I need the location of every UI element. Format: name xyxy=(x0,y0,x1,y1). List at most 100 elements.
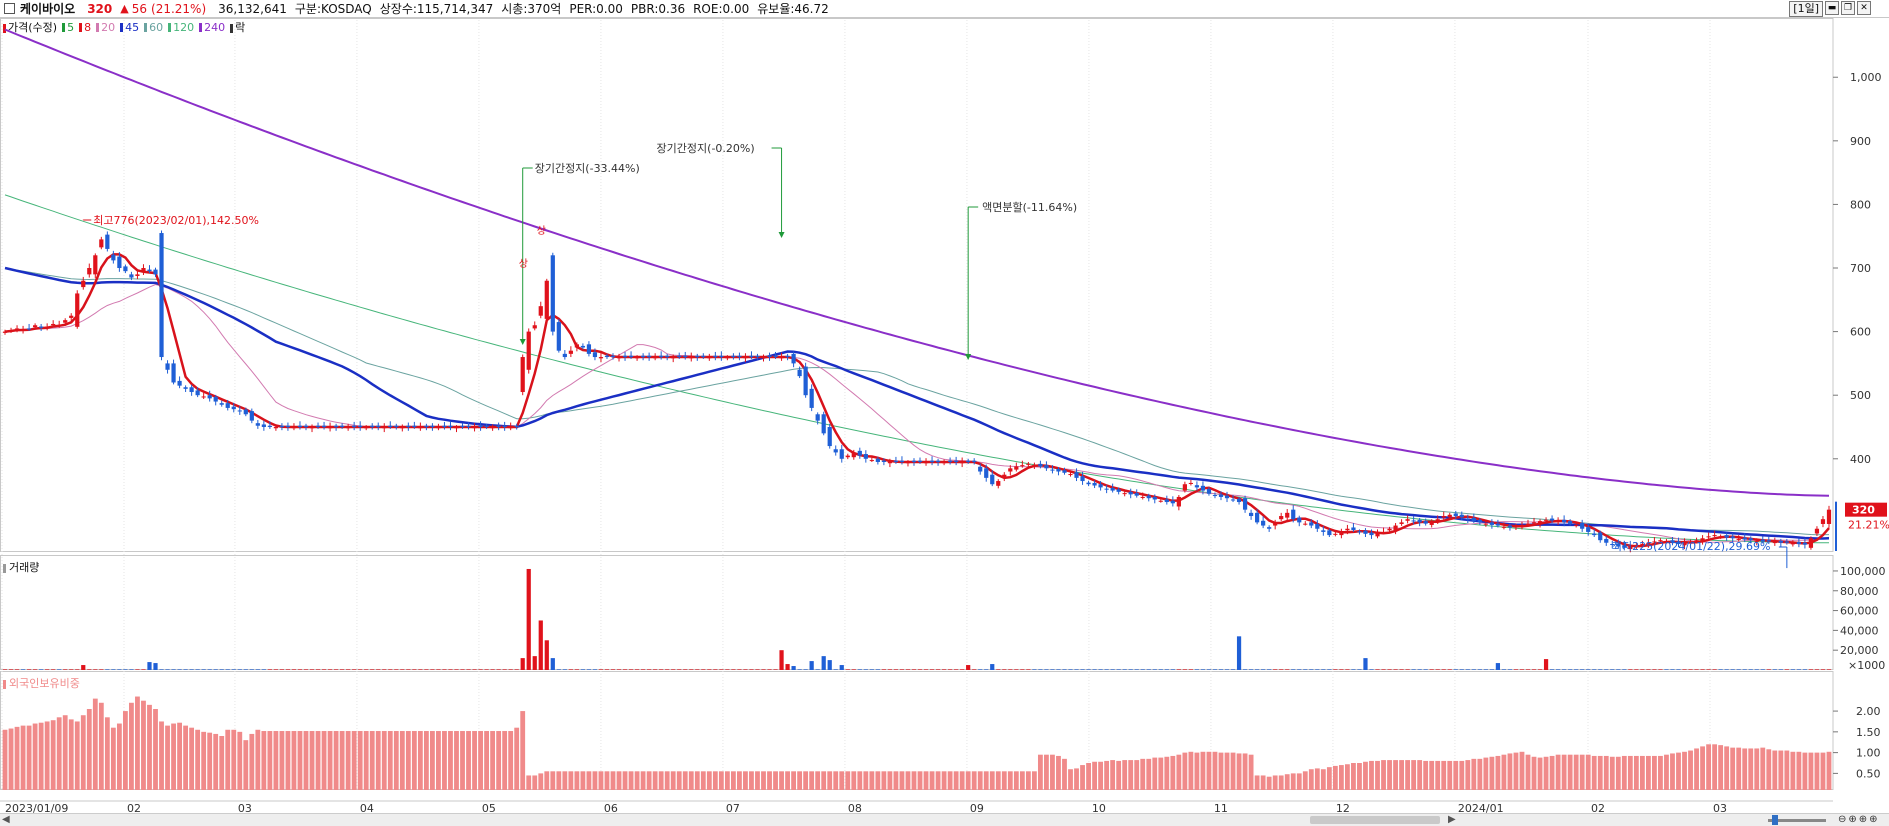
candle-body xyxy=(863,454,868,459)
foreign-bar xyxy=(1080,765,1085,790)
close-icon[interactable]: ✕ xyxy=(1857,1,1871,15)
legend-ma60[interactable]: 60 xyxy=(144,21,163,34)
restore-icon[interactable]: ❐ xyxy=(1841,1,1855,15)
volume-bar xyxy=(935,669,941,670)
candle-body xyxy=(899,460,905,462)
foreign-bar xyxy=(1062,758,1067,790)
price-chart[interactable]: 1,000 900 800 700 600 500 400 100,000 80,000 60,0… xyxy=(0,18,1889,813)
foreign-bar xyxy=(785,771,790,790)
foreign-bar xyxy=(183,725,189,790)
candle-body xyxy=(1453,513,1458,517)
legend-ma120[interactable]: 120 xyxy=(168,21,194,34)
foreign-bar xyxy=(1230,752,1236,790)
volume-bar xyxy=(1766,669,1771,670)
candle-body xyxy=(526,331,531,370)
foreign-bar xyxy=(1591,755,1597,790)
foreign-bar xyxy=(1086,763,1091,790)
volume-bar xyxy=(442,669,447,670)
legend-ma5[interactable]: 5 xyxy=(62,21,74,34)
chart-scrollbar[interactable]: ◀ ▶ ⊖⊕⊕⊕ xyxy=(0,813,1889,826)
foreign-bar xyxy=(983,771,989,790)
volume-bar xyxy=(394,669,399,670)
volume-bar xyxy=(954,669,959,670)
volume-bar xyxy=(1453,669,1458,670)
volume-bar xyxy=(610,669,616,670)
legend-ma45[interactable]: 45 xyxy=(120,21,139,34)
legend-ma20[interactable]: 20 xyxy=(96,21,115,34)
candle-body xyxy=(767,355,772,358)
legend-ma8[interactable]: 8 xyxy=(79,21,91,34)
foreign-bar xyxy=(1375,760,1380,790)
zoom-knob[interactable] xyxy=(1772,815,1778,825)
scroll-thumb[interactable] xyxy=(1310,816,1440,824)
volume-bar xyxy=(1110,669,1115,670)
foreign-bar xyxy=(225,729,231,790)
candle-body xyxy=(1489,522,1494,525)
x-tick-label: 03 xyxy=(238,802,252,813)
market-cap: 시총:370억 xyxy=(501,2,562,16)
candle-body xyxy=(315,425,321,427)
candle-body xyxy=(1766,540,1771,542)
volume-bar xyxy=(388,669,393,670)
foreign-bar xyxy=(905,771,911,790)
volume-bar xyxy=(1429,669,1434,670)
foreign-bar xyxy=(423,731,429,790)
volume-bar xyxy=(333,669,339,670)
candle-body xyxy=(707,357,712,359)
foreign-panel-label[interactable]: 외국인보유비중 xyxy=(3,675,80,691)
zoom-slider[interactable] xyxy=(1768,819,1826,822)
candle-body xyxy=(45,326,50,328)
volume-bar xyxy=(1718,669,1723,670)
foreign-bar xyxy=(580,771,586,790)
candle-body xyxy=(604,355,610,358)
scroll-right-arrow-icon[interactable]: ▶ xyxy=(1448,814,1456,825)
candle-body xyxy=(1158,500,1163,502)
candle-body xyxy=(647,355,652,358)
volume-bar xyxy=(14,669,20,670)
foreign-bar xyxy=(941,771,947,790)
legend-ma240[interactable]: 240 xyxy=(199,21,225,34)
foreign-bar xyxy=(965,771,971,790)
minimize-icon[interactable]: ▬ xyxy=(1825,1,1839,15)
foreign-bar xyxy=(1435,760,1441,790)
candle-body xyxy=(460,425,465,427)
legend-price[interactable]: 가격(수정) xyxy=(3,19,57,35)
volume-bar xyxy=(207,669,212,670)
legend-rak[interactable]: 락 xyxy=(230,19,245,35)
foreign-bar xyxy=(38,722,44,790)
volume-bar xyxy=(598,669,604,670)
zoom-icons[interactable]: ⊖⊕⊕⊕ xyxy=(1838,814,1880,825)
volume-bar xyxy=(1291,669,1296,670)
volume-bar xyxy=(1417,669,1422,670)
legend-ma120-label: 120 xyxy=(173,20,195,34)
price-change: 56 xyxy=(131,1,148,16)
candle-body xyxy=(1537,521,1543,524)
candle-body xyxy=(400,426,405,429)
volume-bar xyxy=(400,669,405,670)
volume-bar xyxy=(2,669,8,670)
chart-header: 케이바이오 320 ▲ 56 (21.21%) 36,132,641 구분:KO… xyxy=(0,0,1889,18)
foreign-bar xyxy=(177,722,182,790)
foreign-bar xyxy=(297,731,303,790)
chart-select-checkbox[interactable] xyxy=(4,3,15,14)
candle-body xyxy=(1802,542,1808,545)
volume-panel-label[interactable]: 거래량 xyxy=(3,559,39,575)
candle-body xyxy=(833,449,838,453)
scroll-left-arrow-icon[interactable]: ◀ xyxy=(2,814,10,825)
foreign-bar xyxy=(827,771,833,790)
x-tick-label: 03 xyxy=(1713,802,1727,813)
volume-panel-title: 거래량 xyxy=(9,561,40,574)
foreign-bar xyxy=(1597,755,1603,790)
volume-bar xyxy=(1104,669,1109,670)
foreign-bar xyxy=(658,771,664,790)
halt1-annotation: 장기간정지(-33.44%) xyxy=(535,162,640,175)
foreign-bar xyxy=(213,733,219,790)
candle-body xyxy=(1543,519,1549,521)
candle-body xyxy=(520,357,525,393)
candle-body xyxy=(743,357,748,359)
volume-bar xyxy=(1730,669,1735,670)
period-selector[interactable]: [1일] xyxy=(1789,1,1823,17)
candle-body xyxy=(923,461,929,464)
volume-bar xyxy=(1098,669,1103,670)
foreign-bar xyxy=(1152,757,1158,790)
